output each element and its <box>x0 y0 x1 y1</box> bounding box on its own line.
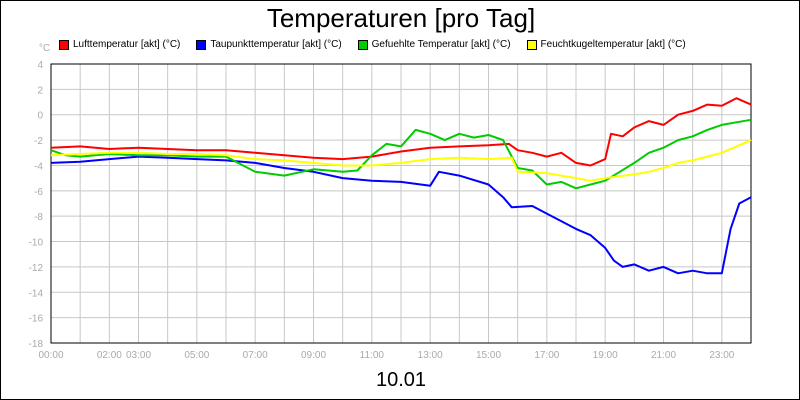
legend-item: Taupunkttemperatur [akt] (°C) <box>196 39 342 50</box>
series-line-3 <box>50 139 752 182</box>
x-tick-label: 17:00 <box>534 350 559 361</box>
x-tick-label: 02:00 <box>97 350 122 361</box>
legend-item: Feuchtkugeltemperatur [akt] (°C) <box>526 39 686 50</box>
series-line-2 <box>50 118 752 190</box>
legend-label: Feuchtkugeltemperatur [akt] (°C) <box>540 39 686 50</box>
y-tick-label: -6 <box>34 187 43 198</box>
legend-label: Gefuehlte Temperatur [akt] (°C) <box>371 39 511 50</box>
x-tick-label: 07:00 <box>243 350 268 361</box>
y-tick-label: 2 <box>37 85 43 96</box>
legend-swatch <box>59 39 69 50</box>
y-tick-label: -4 <box>34 161 43 172</box>
chart-title: Temperaturen [pro Tag] <box>266 3 536 33</box>
y-tick-label: 0 <box>37 111 43 122</box>
series-line-0 <box>50 97 752 167</box>
x-tick-label: 00:00 <box>38 350 63 361</box>
y-tick-label: -18 <box>29 339 44 350</box>
y-axis-unit: °C <box>39 43 50 54</box>
y-tick-label: -10 <box>29 238 44 249</box>
x-tick-label: 23:00 <box>709 350 734 361</box>
legend-swatch <box>196 39 207 50</box>
x-tick-label: 19:00 <box>593 350 618 361</box>
legend: Lufttemperatur [akt] (°C) Taupunkttemper… <box>59 39 686 50</box>
legend-swatch <box>357 39 368 50</box>
y-tick-label: -2 <box>34 136 43 147</box>
x-tick-label: 15:00 <box>476 350 501 361</box>
y-tick-label: -8 <box>34 212 43 223</box>
legend-item: Lufttemperatur [akt] (°C) <box>59 39 180 50</box>
legend-swatch <box>526 39 537 50</box>
x-tick-label: 21:00 <box>651 350 676 361</box>
legend-label: Taupunkttemperatur [akt] (°C) <box>210 39 342 50</box>
x-tick-label: 09:00 <box>301 350 326 361</box>
y-tick-label: -14 <box>29 288 44 299</box>
x-tick-label: 13:00 <box>418 350 443 361</box>
legend-label: Lufttemperatur [akt] (°C) <box>73 39 181 50</box>
y-tick-label: 4 <box>37 60 43 71</box>
x-tick-label: 11:00 <box>360 350 385 361</box>
y-tick-label: -16 <box>29 314 44 325</box>
series-line-1 <box>50 155 752 275</box>
legend-item: Gefuehlte Temperatur [akt] (°C) <box>357 39 511 50</box>
x-tick-label: 05:00 <box>184 350 209 361</box>
x-axis-label: 10.01 <box>375 369 427 391</box>
y-tick-label: -12 <box>29 263 44 274</box>
x-tick-label: 03:00 <box>126 350 151 361</box>
plot-border <box>50 63 752 344</box>
